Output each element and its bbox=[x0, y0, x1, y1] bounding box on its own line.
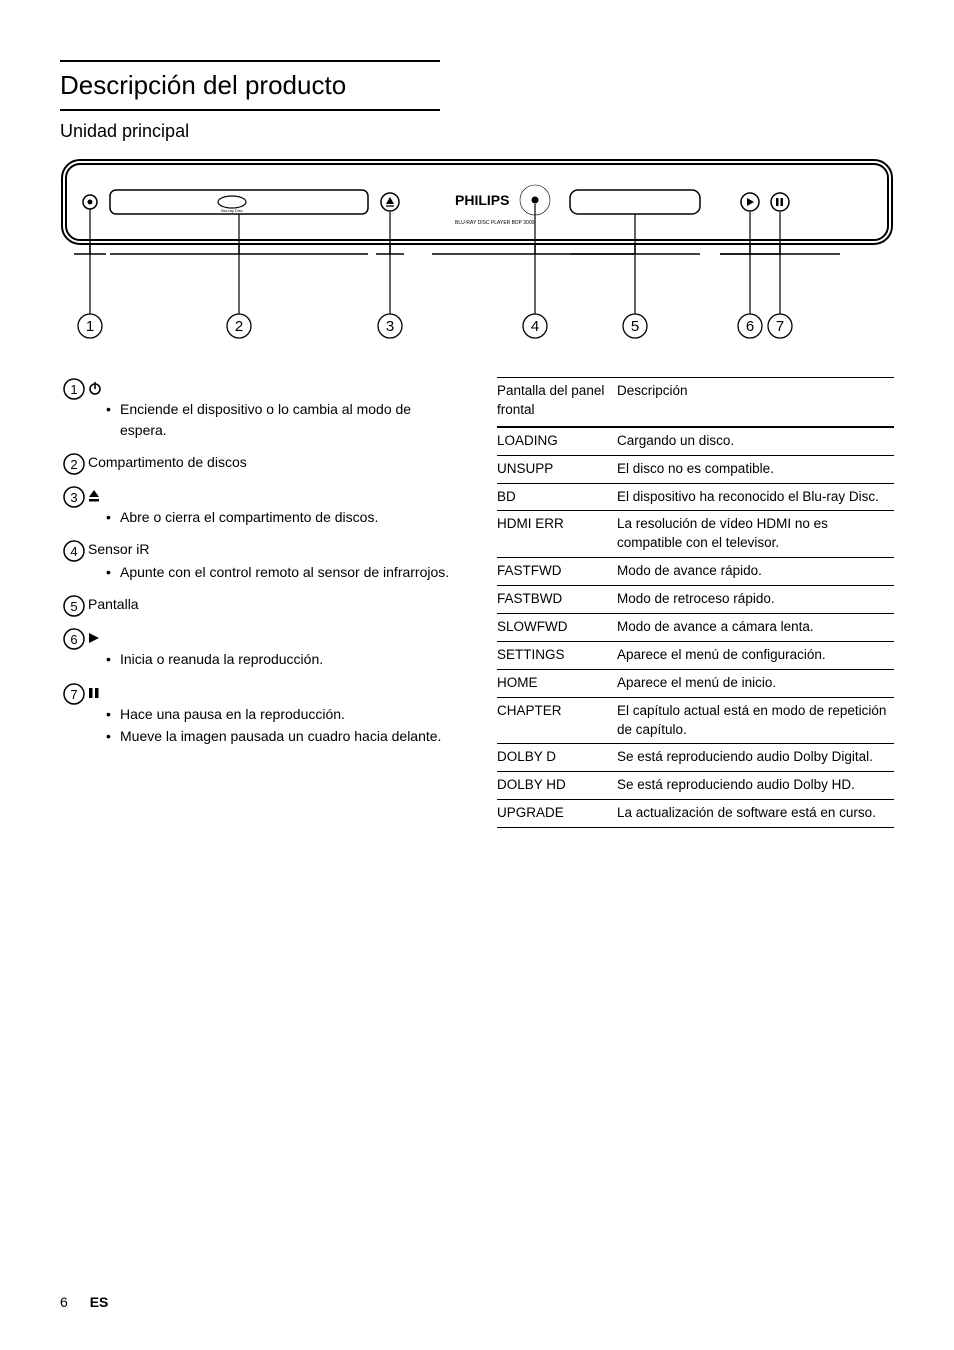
product-diagram: Blu-ray Disc PHILIPS BLU-RAY DISC PLAYER… bbox=[60, 154, 894, 354]
content-columns: 1 Enciende el dispositivo o lo cambia al… bbox=[60, 377, 894, 828]
item-4: 4 Sensor iR Apunte con el control remoto… bbox=[60, 539, 457, 584]
svg-text:5: 5 bbox=[70, 599, 77, 614]
callout-7: 7 bbox=[776, 318, 784, 335]
table-row: UPGRADELa actualización de software está… bbox=[497, 800, 894, 828]
table-row: SETTINGSAparece el menú de configuración… bbox=[497, 641, 894, 669]
circled-4-icon: 4 bbox=[63, 540, 85, 562]
circled-1-icon: 1 bbox=[63, 378, 85, 400]
table-row: SLOWFWDModo de avance a cámara lenta. bbox=[497, 614, 894, 642]
play-icon bbox=[88, 632, 100, 644]
table-row: FASTFWDModo de avance rápido. bbox=[497, 558, 894, 586]
brand-label: PHILIPS bbox=[455, 192, 509, 208]
section-title: Descripción del producto bbox=[60, 60, 440, 111]
callout-5: 5 bbox=[631, 318, 639, 335]
svg-text:2: 2 bbox=[70, 457, 77, 472]
table-row: HDMI ERRLa resolución de vídeo HDMI no e… bbox=[497, 511, 894, 558]
item-3: 3 Abre o cierra el compartimento de disc… bbox=[60, 485, 457, 530]
table-row: LOADINGCargando un disco. bbox=[497, 427, 894, 455]
item-2-title: Compartimento de discos bbox=[88, 452, 457, 472]
eject-icon bbox=[88, 489, 100, 503]
table-row: DOLBY DSe está reproduciendo audio Dolby… bbox=[497, 744, 894, 772]
table-row: HOMEAparece el menú de inicio. bbox=[497, 669, 894, 697]
table-row: CHAPTEREl capítulo actual está en modo d… bbox=[497, 697, 894, 744]
item-1-bullet: Enciende el dispositivo o lo cambia al m… bbox=[106, 399, 457, 440]
subsection-title: Unidad principal bbox=[60, 121, 894, 142]
callout-3: 3 bbox=[386, 318, 394, 335]
circled-7-icon: 7 bbox=[63, 683, 85, 705]
item-6-bullet: Inicia o reanuda la reproducción. bbox=[106, 649, 457, 669]
item-4-title: Sensor iR bbox=[88, 539, 457, 559]
page-footer: 6 ES bbox=[60, 1294, 108, 1310]
svg-text:4: 4 bbox=[70, 544, 77, 559]
svg-text:3: 3 bbox=[70, 490, 77, 505]
circled-5-icon: 5 bbox=[63, 595, 85, 617]
circled-6-icon: 6 bbox=[63, 628, 85, 650]
item-5-title: Pantalla bbox=[88, 594, 457, 614]
table-row: FASTBWDModo de retroceso rápido. bbox=[497, 586, 894, 614]
circled-2-icon: 2 bbox=[63, 453, 85, 475]
pause-icon bbox=[88, 687, 100, 699]
table-header-col1: Pantalla del panel frontal bbox=[497, 378, 617, 427]
page-number: 6 bbox=[60, 1294, 68, 1310]
item-3-bullet: Abre o cierra el compartimento de discos… bbox=[106, 507, 457, 527]
page-lang: ES bbox=[90, 1294, 109, 1310]
item-2: 2 Compartimento de discos bbox=[60, 452, 457, 475]
svg-text:1: 1 bbox=[70, 382, 77, 397]
circled-3-icon: 3 bbox=[63, 486, 85, 508]
table-header-col2: Descripción bbox=[617, 378, 894, 427]
right-column: Pantalla del panel frontal Descripción L… bbox=[497, 377, 894, 828]
left-column: 1 Enciende el dispositivo o lo cambia al… bbox=[60, 377, 457, 828]
callout-2: 2 bbox=[235, 318, 243, 335]
item-1: 1 Enciende el dispositivo o lo cambia al… bbox=[60, 377, 457, 442]
callout-6: 6 bbox=[746, 318, 754, 335]
item-6: 6 Inicia o reanuda la reproducción. bbox=[60, 627, 457, 672]
table-row: UNSUPPEl disco no es compatible. bbox=[497, 455, 894, 483]
callout-4: 4 bbox=[531, 318, 539, 335]
item-7-bullet-1: Hace una pausa en la reproducción. bbox=[106, 704, 457, 724]
bluray-logo-text: Blu-ray Disc bbox=[221, 208, 243, 213]
table-row: DOLBY HDSe está reproduciendo audio Dolb… bbox=[497, 772, 894, 800]
callout-1: 1 bbox=[86, 318, 94, 335]
power-icon bbox=[88, 381, 102, 395]
item-7-bullet-2: Mueve la imagen pausada un cuadro hacia … bbox=[106, 726, 457, 746]
svg-text:6: 6 bbox=[70, 632, 77, 647]
item-4-bullet: Apunte con el control remoto al sensor d… bbox=[106, 562, 457, 582]
svg-text:7: 7 bbox=[70, 687, 77, 702]
table-row: BDEl dispositivo ha reconocido el Blu-ra… bbox=[497, 483, 894, 511]
item-5: 5 Pantalla bbox=[60, 594, 457, 617]
display-codes-table: Pantalla del panel frontal Descripción L… bbox=[497, 377, 894, 828]
model-label: BLU-RAY DISC PLAYER BDP 3000 bbox=[455, 220, 535, 226]
item-7: 7 Hace una pausa en la reproducción. Mue… bbox=[60, 682, 457, 749]
